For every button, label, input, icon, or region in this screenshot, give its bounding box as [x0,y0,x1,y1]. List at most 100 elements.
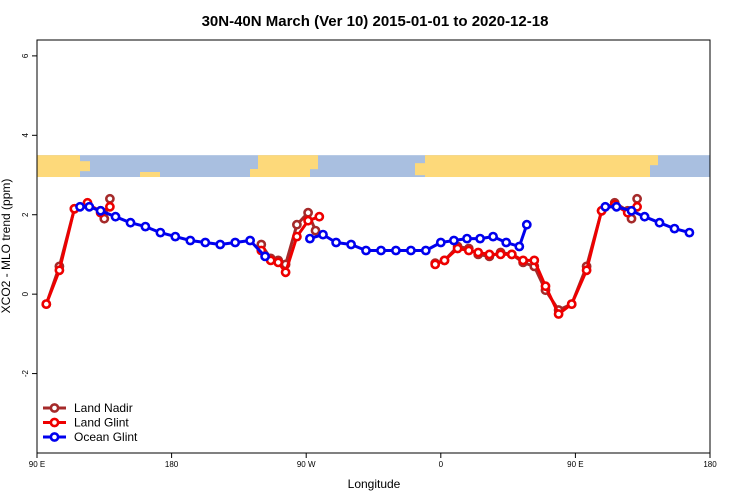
data-point [435,237,446,248]
data-point [566,299,577,309]
x-tick-label: 90 E [29,460,45,469]
y-axis-label: XCO2 - MLO trend (ppm) [0,179,13,314]
data-point [473,247,484,258]
data-point [600,201,611,212]
x-tick-label: 90 E [567,460,583,469]
data-point [390,245,401,256]
data-point [303,215,313,226]
data-point [514,241,525,252]
data-point [140,221,151,232]
data-point [310,225,321,236]
data-point [639,211,650,222]
data-point [185,235,196,246]
data-point [488,231,498,242]
data-point [521,219,532,230]
data-point [506,249,517,260]
data-point [84,201,95,212]
map-land [80,161,90,172]
map-land [37,155,80,178]
plot-frame [36,39,711,454]
data-point [346,239,356,250]
data-point [304,233,315,244]
y-tick-label: 0 [21,291,30,296]
data-point [669,223,680,234]
y-tick-label: 6 [21,53,30,58]
data-point [280,267,291,278]
data-point [581,265,592,276]
data-point [155,227,166,238]
x-tick-label: 90 W [297,460,316,469]
data-point [105,193,115,204]
data-point [501,237,512,248]
series-line [80,205,267,258]
data-point [448,235,459,246]
series-line [434,198,639,312]
data-point [125,217,136,228]
data-point [260,251,270,262]
data-point [462,233,472,244]
data-point [105,201,115,212]
data-point [495,249,506,260]
x-axis-label: Longitude [348,477,401,491]
data-point [611,201,622,212]
data-point [291,219,302,230]
data-point [331,237,341,248]
data-point [361,245,371,256]
data-point [632,193,642,204]
data-point [54,265,65,276]
map-land [650,155,658,166]
data-point [291,231,302,242]
x-tick-label: 180 [703,460,717,469]
series-layer [41,193,695,319]
map-land [258,155,310,178]
data-point [626,205,637,216]
data-point [439,255,450,266]
data-point [200,237,211,248]
legend-label: Land Glint [74,416,129,430]
world-map-band [37,155,710,178]
map-land [250,169,262,178]
chart-title: 30N-40N March (Ver 10) 2015-01-01 to 202… [202,13,549,30]
data-point [318,229,328,240]
data-point [170,231,181,242]
y-tick-label: -2 [21,369,30,377]
legend-label: Land Nadir [74,401,133,415]
legend-marker [49,403,60,413]
data-point [430,259,441,270]
data-point [540,281,551,292]
map-land [415,163,425,176]
data-point [529,255,540,266]
legend-label: Ocean Glint [74,430,138,444]
data-point [41,299,52,309]
data-point [452,243,463,254]
map-land [425,155,650,178]
y-tick-label: 2 [21,212,30,217]
data-point [95,205,106,216]
data-point [314,211,325,222]
data-point [420,245,431,256]
x-tick-label: 180 [165,460,179,469]
data-point [405,245,416,256]
data-point [376,245,386,256]
legend-marker [49,432,60,442]
y-axis: -2 0 2 4 6 [21,53,37,377]
data-point [245,235,255,246]
data-point [654,217,665,228]
data-point [518,255,528,266]
data-point [230,237,241,248]
data-point [303,207,313,218]
y-tick-label: 4 [21,133,30,138]
data-point [463,245,474,256]
data-point [215,239,226,250]
data-point [273,257,284,268]
data-point [75,201,85,212]
map-land [140,172,160,178]
x-axis: 90 E 180 90 W 0 90 E 180 [29,453,717,469]
data-point [553,309,564,319]
data-point [110,211,121,222]
x-tick-label: 0 [439,460,444,469]
data-point [684,227,695,238]
